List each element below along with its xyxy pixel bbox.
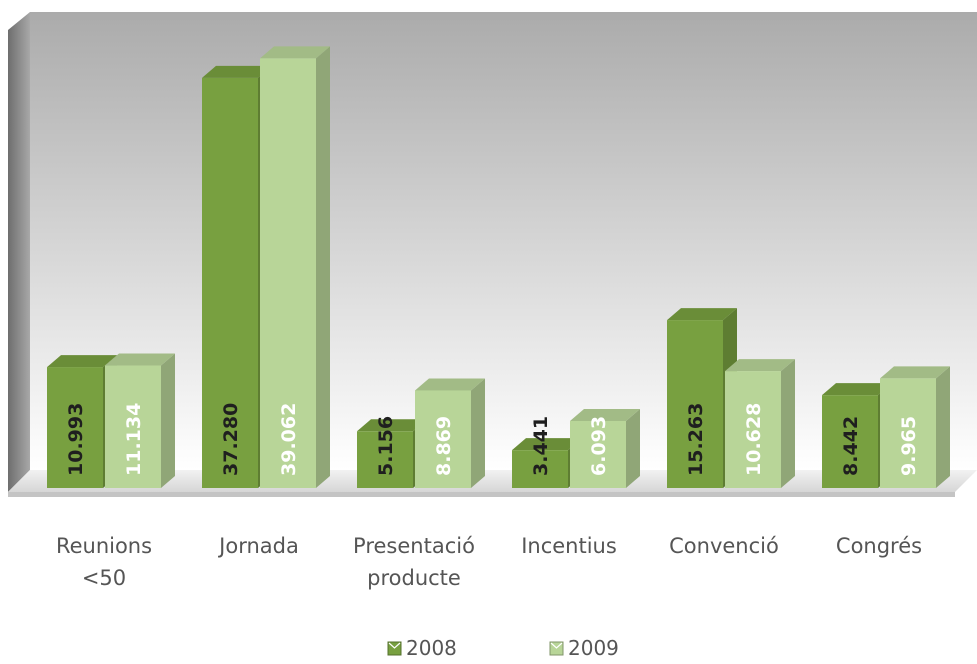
bar-2008-0 bbox=[47, 355, 117, 488]
category-label-4: Convenció bbox=[669, 534, 779, 558]
value-label-2009-1: 39.062 bbox=[278, 403, 300, 476]
category-labels-group: Reunions <50 Jornada Presentació producte Inc… bbox=[56, 534, 922, 590]
legend-label-2009: 2009 bbox=[568, 636, 619, 660]
bars-group bbox=[47, 46, 950, 489]
value-label-2008-3: 3.441 bbox=[530, 416, 552, 476]
value-label-2009-0: 11.134 bbox=[123, 403, 145, 476]
bar-2009-5 bbox=[880, 366, 950, 488]
value-label-2009-3: 6.093 bbox=[588, 416, 610, 476]
category-label-3: Incentius bbox=[521, 534, 617, 558]
value-label-2009-4: 10.628 bbox=[743, 403, 765, 476]
legend-item-2008: 2008 bbox=[387, 636, 457, 660]
value-label-2008-0: 10.993 bbox=[65, 403, 87, 476]
bar-2009-4 bbox=[725, 359, 795, 488]
value-label-2008-1: 37.280 bbox=[220, 403, 242, 476]
floor-edge bbox=[8, 492, 955, 497]
value-label-2008-4: 15.263 bbox=[685, 403, 707, 476]
bar-2009-1 bbox=[260, 46, 330, 489]
category-label-1: Jornada bbox=[217, 534, 299, 558]
bar-2009-3 bbox=[570, 408, 640, 488]
legend: 2008 2009 bbox=[387, 636, 619, 660]
category-label-0: Reunions <50 bbox=[56, 534, 152, 590]
value-label-2009-5: 9.965 bbox=[898, 416, 920, 476]
value-labels-group: 10.993 11.134 37.280 39.062 5.156 8.869 3.441 6… bbox=[65, 403, 920, 476]
value-label-2008-5: 8.442 bbox=[840, 416, 862, 476]
value-label-2009-2: 8.869 bbox=[433, 416, 455, 476]
bar-2009-0 bbox=[105, 353, 175, 488]
side-wall bbox=[8, 12, 30, 492]
category-label-2: Presentació producte bbox=[353, 534, 475, 590]
value-label-2008-2: 5.156 bbox=[375, 416, 397, 476]
legend-label-2008: 2008 bbox=[406, 636, 457, 660]
legend-item-2009: 2009 bbox=[549, 636, 619, 660]
category-label-5: Congrés bbox=[836, 534, 922, 558]
bar-2009-2 bbox=[415, 378, 485, 488]
